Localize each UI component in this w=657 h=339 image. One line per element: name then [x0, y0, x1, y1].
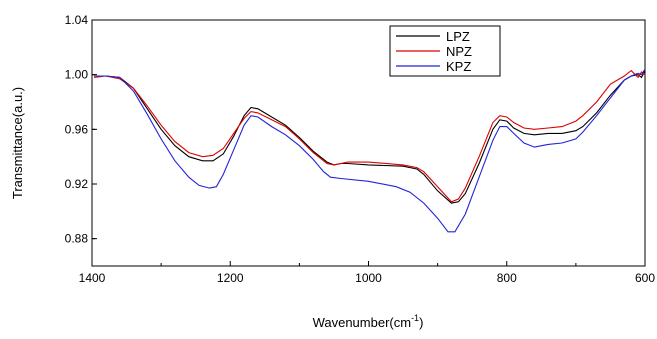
series-lines: [94, 68, 646, 233]
x-tick-label: 800: [497, 271, 517, 285]
series-line-lpz: [94, 70, 646, 204]
legend-label-npz: NPZ: [446, 44, 472, 59]
series-line-npz: [94, 69, 646, 203]
y-tick-label: 1.04: [65, 13, 89, 27]
x-tick-label: 1200: [217, 271, 244, 285]
series-line-kpz: [94, 68, 646, 233]
y-tick-label: 0.88: [65, 232, 89, 246]
y-tick-label: 0.96: [65, 122, 89, 136]
y-axis: 0.88 0.92 0.96 1.00 1.04: [65, 13, 97, 246]
x-axis-title-end: ): [419, 315, 423, 330]
x-axis-title-main: Wavenumber(cm: [313, 315, 411, 330]
x-axis-title-sup: -1: [411, 313, 419, 323]
y-tick-label: 1.00: [65, 68, 89, 82]
x-axis-title: Wavenumber(cm-1): [313, 313, 424, 330]
x-tick-label: 1000: [355, 271, 382, 285]
x-tick-label: 600: [635, 271, 655, 285]
legend-label-lpz: LPZ: [446, 29, 470, 44]
y-axis-title: Transmittance(a.u.): [10, 87, 25, 199]
x-axis: 1400 1200 1000 800 600: [79, 261, 655, 285]
x-tick-label: 1400: [79, 271, 106, 285]
y-tick-label: 0.92: [65, 177, 89, 191]
legend-label-kpz: KPZ: [446, 59, 471, 74]
